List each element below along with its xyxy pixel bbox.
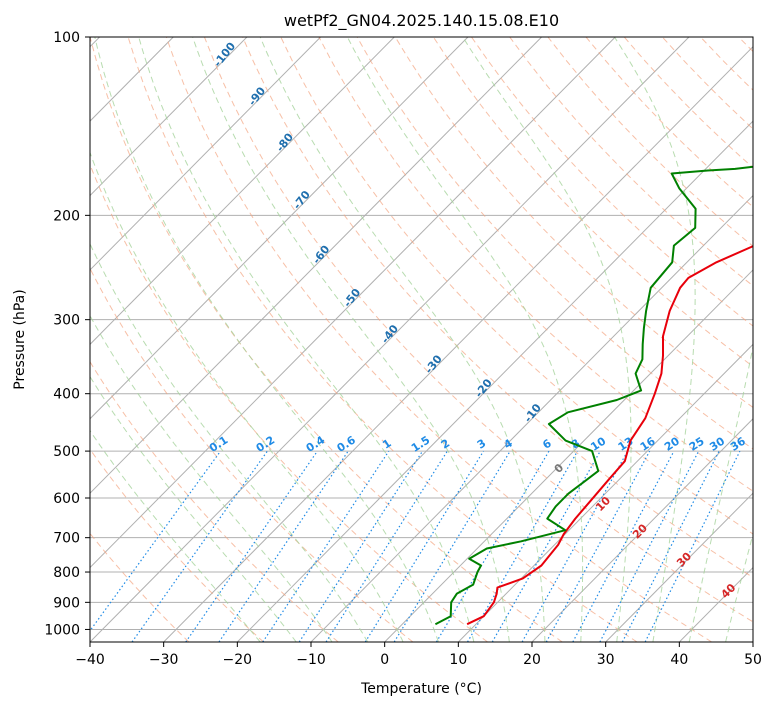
x-tick-label: 0 xyxy=(380,652,389,668)
isotherm xyxy=(605,492,753,642)
moist-adiabat xyxy=(90,151,404,642)
mixing-ratio-line xyxy=(90,450,222,632)
dry-adiabat xyxy=(242,37,753,579)
y-tick-label: 300 xyxy=(53,313,80,329)
dry-adiabat xyxy=(203,37,753,623)
y-tick-label: 1000 xyxy=(44,622,80,638)
isotherm xyxy=(163,46,753,642)
mixing-ratio-line xyxy=(393,450,511,642)
moist-adiabat xyxy=(614,37,696,642)
y-tick-label: 400 xyxy=(53,387,80,403)
chart-title: wetPf2_GN04.2025.140.15.08.E10 xyxy=(284,11,559,31)
moist-adiabat xyxy=(192,37,510,642)
isotherm xyxy=(90,37,321,271)
dry-adiabat xyxy=(356,37,753,450)
background-lines xyxy=(90,37,753,642)
x-tick-label: −30 xyxy=(149,652,179,668)
dry-adiabat xyxy=(127,37,638,642)
plot-frame xyxy=(89,36,754,643)
dry-adiabat xyxy=(90,360,339,642)
isotherm xyxy=(384,269,753,642)
mixing-ratio-line xyxy=(325,450,448,642)
mixing-ratio-line xyxy=(435,450,550,642)
y-tick-label: 200 xyxy=(53,208,80,224)
isotherm xyxy=(531,418,753,642)
x-tick-label: 30 xyxy=(597,652,615,668)
moist-adiabat xyxy=(138,37,475,642)
x-tick-label: 50 xyxy=(744,652,762,668)
mixing-ratio-line xyxy=(491,450,601,642)
mixing-ratio-line xyxy=(364,450,485,642)
x-tick-label: −20 xyxy=(223,652,253,668)
y-tick-label: 100 xyxy=(53,30,80,46)
dry-adiabat xyxy=(90,448,264,642)
dry-adiabat xyxy=(90,37,563,642)
moist-adiabat xyxy=(90,242,369,642)
isotherm xyxy=(90,37,395,346)
dry-adiabat xyxy=(471,37,753,327)
x-axis-label: Temperature (°C) xyxy=(360,681,482,697)
x-tick-label: 10 xyxy=(449,652,467,668)
mixing-ratio-line xyxy=(298,450,424,642)
isotherm xyxy=(90,37,690,642)
moist-adiabat xyxy=(90,429,261,642)
dewpoint-line xyxy=(434,165,753,626)
x-tick-label: 20 xyxy=(523,652,541,668)
x-tick-label: −40 xyxy=(75,652,105,668)
y-axis-ticks: 100 200 300 400 500 600 700 800 900 1000 xyxy=(44,30,90,638)
moist-adiabat xyxy=(688,344,753,642)
dry-adiabat xyxy=(90,267,414,642)
x-tick-label: −10 xyxy=(296,652,326,668)
x-axis-ticks: −40 −30 −20 −10 0 10 20 30 40 50 xyxy=(75,642,762,668)
mixing-ratio-line xyxy=(545,450,651,642)
y-tick-label: 800 xyxy=(53,565,80,581)
temperature-line xyxy=(466,245,753,626)
mixing-ratio-line xyxy=(185,450,318,642)
dry-adiabat xyxy=(509,37,753,287)
profile-lines xyxy=(434,165,753,626)
isotherm xyxy=(90,37,469,420)
y-tick-label: 700 xyxy=(53,531,80,547)
mixing-ratio-line xyxy=(218,450,349,642)
y-tick-label: 500 xyxy=(53,444,80,460)
mixing-ratio-line xyxy=(466,450,579,642)
isotherm xyxy=(90,37,616,569)
y-tick-label: 600 xyxy=(53,491,80,507)
isotherm xyxy=(90,37,248,197)
moist-adiabat xyxy=(346,37,584,642)
mixing-ratio-line xyxy=(521,450,629,642)
dry-adiabat xyxy=(394,37,753,409)
dry-adiabat xyxy=(280,37,753,535)
moist-adiabat xyxy=(90,314,333,642)
y-axis-label: Pressure (hPa) xyxy=(12,289,28,389)
moist-adiabat xyxy=(90,375,297,642)
y-tick-label: 900 xyxy=(53,595,80,611)
dry-adiabat xyxy=(432,37,753,368)
mixing-ratio-line xyxy=(572,450,675,642)
isotherm xyxy=(236,120,753,642)
dry-adiabat xyxy=(318,37,753,492)
moist-adiabat xyxy=(259,37,546,642)
isotherm xyxy=(457,343,753,642)
dry-adiabat xyxy=(165,37,712,642)
x-tick-label: 40 xyxy=(670,652,688,668)
isotherm xyxy=(90,37,542,494)
moist-adiabat xyxy=(94,37,439,642)
moist-adiabat xyxy=(725,532,753,642)
mixing-ratio-line xyxy=(131,450,268,642)
